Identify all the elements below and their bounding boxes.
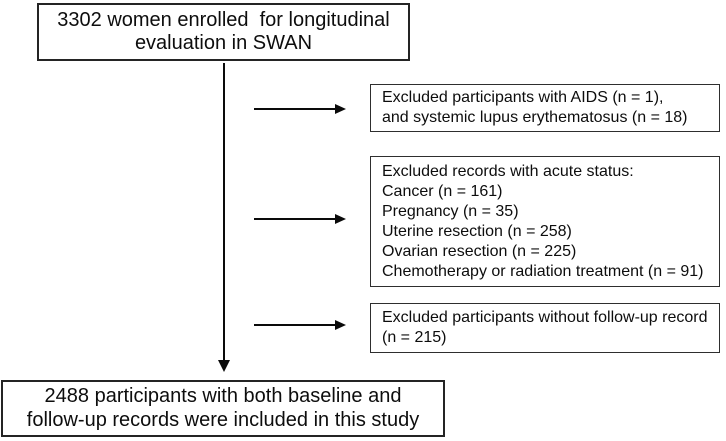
enrollment-box: 3302 women enrolled for longitudinal eva… — [37, 3, 410, 61]
excluded-acute-cancer: Cancer (n = 161) — [382, 183, 503, 200]
excluded-acute-uterine-resection: Uterine resection (n = 258) — [382, 223, 572, 240]
exclusion-arrow-no-followup — [254, 320, 346, 330]
excluded-no-followup-box: Excluded participants without follow-up … — [370, 303, 720, 353]
excluded-no-followup-line-1: Excluded participants without follow-up … — [382, 309, 708, 326]
enrollment-text-line-1: 3302 women enrolled for longitudinal — [57, 8, 390, 31]
excluded-acute-status-header: Excluded records with acute status: — [382, 163, 634, 180]
excluded-aids-lupus-box: Excluded participants with AIDS (n = 1),… — [370, 84, 720, 132]
exclusion-arrow-3-head-icon — [335, 320, 346, 330]
included-text-line-1: 2488 participants with both baseline and — [44, 385, 402, 407]
excluded-aids-lupus-line-1: Excluded participants with AIDS (n = 1), — [382, 89, 664, 106]
excluded-acute-pregnancy: Pregnancy (n = 35) — [382, 203, 519, 220]
included-text-line-2: follow-up records were included in this … — [26, 408, 420, 431]
exclusion-arrow-2-head-icon — [335, 214, 346, 224]
excluded-aids-lupus-line-2: and systemic lupus erythematosus (n = 18… — [382, 109, 688, 126]
exclusion-arrow-2-shaft — [254, 218, 336, 220]
flow-arrow-down-head-icon — [218, 360, 230, 372]
exclusion-arrow-3-shaft — [254, 324, 336, 326]
exclusion-arrow-1-head-icon — [335, 104, 346, 114]
excluded-acute-status-box: Excluded records with acute status: Canc… — [370, 156, 720, 287]
excluded-acute-ovarian-resection: Ovarian resection (n = 225) — [382, 243, 577, 260]
excluded-no-followup-line-2: (n = 215) — [382, 329, 447, 346]
flow-arrow-down-shaft — [223, 63, 225, 361]
included-box: 2488 participants with both baseline and… — [1, 380, 445, 437]
exclusion-arrow-aids-lupus — [254, 104, 346, 114]
excluded-acute-chemo-radiation: Chemotherapy or radiation treatment (n =… — [382, 263, 704, 280]
exclusion-arrow-1-shaft — [254, 108, 336, 110]
flow-arrow-down — [218, 63, 230, 372]
enrollment-text-line-2: evaluation in SWAN — [134, 32, 313, 54]
exclusion-arrow-acute-status — [254, 214, 346, 224]
